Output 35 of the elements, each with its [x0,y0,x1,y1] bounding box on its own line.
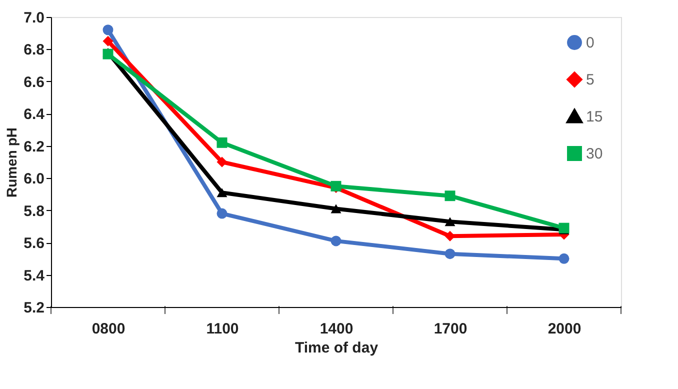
x-tick-label: 1100 [206,320,239,338]
y-tick-label: 6.6 [24,74,44,91]
y-tick-label: 6.0 [24,170,44,188]
point [216,156,228,168]
legend-label: 5 [586,72,594,88]
point [444,190,456,202]
y-tick-label: 5.4 [24,267,46,284]
point [330,204,342,214]
y-tick-label: 6.4 [24,106,46,124]
point [558,253,570,264]
x-axis-title: Time of day [294,340,379,356]
point [444,248,456,260]
y-tick-label: 5.8 [24,202,44,220]
legend-label: 0 [586,34,594,52]
point [330,236,342,246]
point [102,48,114,60]
x-tick-label: 1400 [320,320,354,338]
point [102,24,114,36]
legend-label: 30 [586,146,603,162]
y-tick-label: 7.0 [24,10,44,26]
point [558,222,570,234]
x-tick-label: 2000 [548,320,582,338]
y-tick-label: 6.2 [24,138,44,156]
point [216,188,228,198]
point [444,217,456,226]
legend-label: 15 [586,108,603,126]
y-tick-label: 5.6 [24,235,44,252]
x-tick-label: 1700 [434,320,468,338]
point [102,36,114,46]
y-axis-title: Rumen pH [4,128,20,198]
point [216,137,228,148]
point [216,208,228,219]
y-tick-label: 5.2 [24,300,44,316]
y-tick-label: 6.8 [24,42,44,59]
x-tick-label: 0800 [92,320,126,338]
